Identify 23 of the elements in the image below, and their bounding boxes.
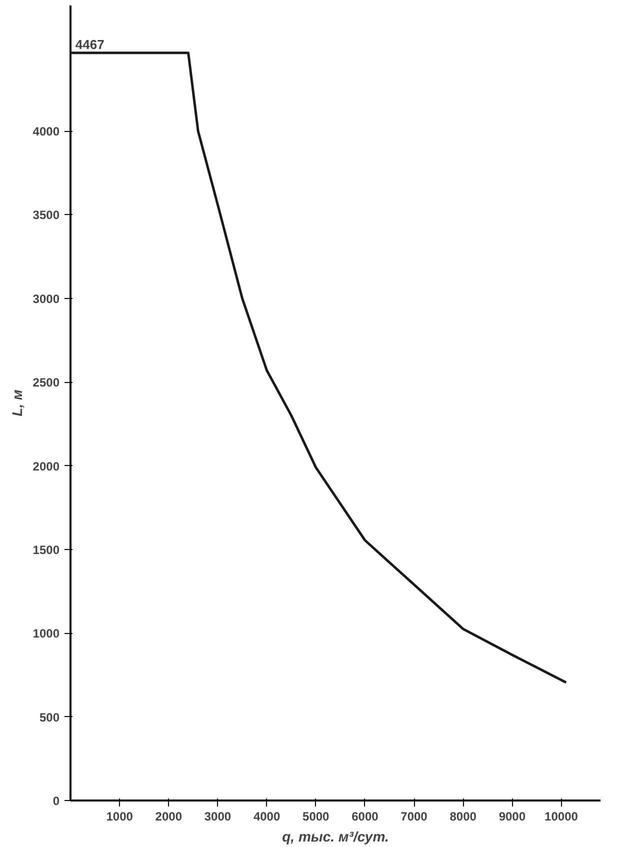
- x-tick-label: 8000: [450, 810, 477, 824]
- y-tick-label: 1500: [32, 542, 60, 557]
- x-tick-label: 9000: [498, 810, 526, 824]
- y-tick-label: 3000: [32, 292, 60, 306]
- x-tick-label: 6000: [352, 810, 379, 824]
- annotation: 4467: [75, 36, 104, 52]
- x-axis-title: q, тыс. м³/сут.: [282, 828, 389, 844]
- x-tick-label: 7000: [400, 810, 428, 824]
- x-tick-label: 10000: [544, 810, 578, 824]
- y-tick-label: 2000: [32, 459, 60, 474]
- line-series: [70, 52, 568, 684]
- y-tick-label: 1000: [32, 626, 60, 641]
- y-tick-label: 4000: [32, 124, 60, 139]
- y-tick-label: 500: [39, 710, 60, 724]
- y-axis-title: L, м: [8, 389, 25, 416]
- y-tick-label: 2500: [32, 376, 60, 390]
- x-tick-label: 5000: [302, 810, 330, 824]
- x-tick-label: 1000: [106, 810, 134, 824]
- x-tick-label: 2000: [155, 810, 182, 824]
- x-tick-label: 3000: [204, 810, 232, 824]
- y-tick-label: 0: [52, 794, 60, 808]
- x-tick-label: 4000: [253, 810, 280, 824]
- y-tick-label: 3500: [32, 208, 60, 222]
